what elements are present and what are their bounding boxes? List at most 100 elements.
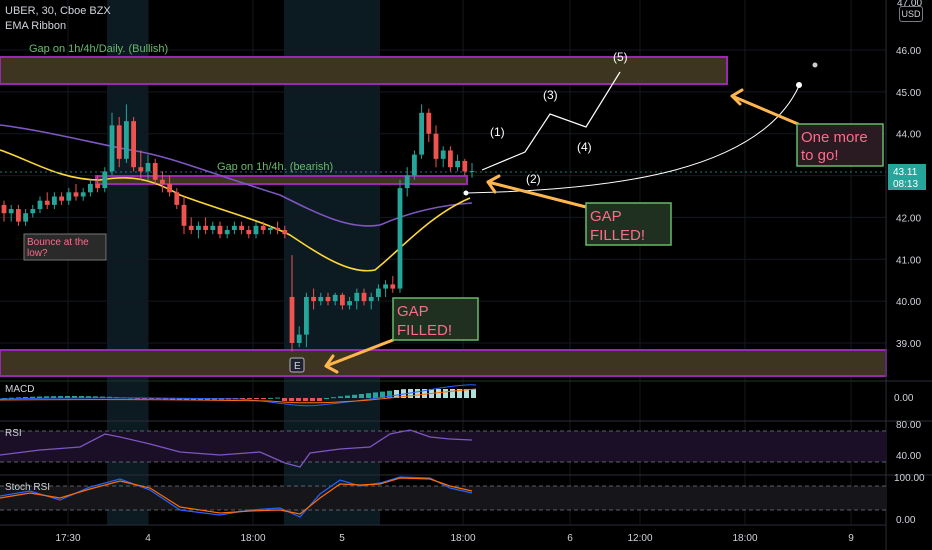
gap-filled-upper-line2: FILLED! — [590, 227, 645, 244]
macd-bar — [72, 396, 77, 398]
rsi-band — [0, 431, 886, 462]
candle-body — [253, 225, 259, 235]
candles — [1, 104, 475, 352]
time-label: 6 — [567, 533, 573, 544]
macd-bar — [9, 397, 14, 399]
candle-body — [224, 229, 230, 235]
candle-body — [239, 225, 244, 230]
time-axis[interactable]: 17:30 4 18:00 5 18:00 6 12:00 18:00 9 — [55, 533, 854, 544]
macd-bar — [51, 396, 56, 398]
macd-bar — [275, 397, 280, 399]
candle-body — [217, 225, 223, 235]
symbol-header[interactable]: UBER, 30, Cboe BZX — [5, 5, 111, 17]
candle-body — [23, 213, 28, 222]
one-more-line1: One more — [801, 129, 868, 146]
candle-body — [8, 209, 14, 214]
candle-body — [66, 192, 72, 201]
current-price-value: 43.11 — [893, 167, 918, 178]
rsi-line — [0, 429, 473, 468]
gap-box-bullish[interactable] — [0, 56, 728, 85]
marker-dot — [812, 62, 818, 68]
candle-body — [1, 204, 7, 214]
wave-label-3: (3) — [543, 88, 558, 102]
candle-body — [59, 196, 64, 201]
candle-body — [109, 125, 115, 172]
price-label: 41.00 — [896, 255, 921, 266]
one-more-box[interactable] — [796, 123, 884, 167]
earnings-marker-label: E — [294, 361, 301, 372]
price-label: 46.00 — [896, 46, 921, 57]
candle-body — [268, 227, 273, 230]
candle-body — [412, 154, 417, 176]
macd-bar — [422, 389, 427, 398]
macd-bar — [184, 398, 189, 400]
wave-label-2: (2) — [526, 172, 541, 186]
candle-body — [188, 225, 194, 230]
time-label: 4 — [145, 533, 151, 544]
candle-body — [160, 179, 165, 184]
candle-body — [246, 229, 252, 235]
macd-bar — [310, 398, 315, 401]
gap-filled-lower-box[interactable] — [392, 297, 479, 341]
indicator-label[interactable]: EMA Ribbon — [5, 20, 67, 32]
macd-bar — [450, 389, 455, 398]
wave-label-5: (5) — [613, 50, 628, 64]
macd-bar — [303, 398, 308, 401]
macd-bar — [317, 398, 322, 401]
macd-bar — [268, 397, 273, 399]
stoch-band — [0, 486, 886, 510]
candle-body — [289, 296, 295, 343]
candle-body — [145, 163, 151, 172]
candle-body — [404, 175, 410, 189]
candle-body — [80, 192, 86, 197]
time-label: 18:00 — [732, 533, 757, 544]
ema-fast-line — [0, 149, 471, 272]
candle-body — [455, 160, 460, 168]
candle-body — [16, 209, 21, 222]
candle-body — [52, 196, 57, 205]
candle-body — [102, 171, 108, 189]
one-more-line2: to go! — [801, 147, 839, 164]
candle-body — [368, 296, 374, 302]
macd-bar — [387, 390, 392, 398]
currency-badge[interactable]: USD — [899, 6, 923, 22]
candle-body — [462, 160, 468, 172]
gap-filled-lower-line1: GAP — [397, 303, 429, 320]
price-label: 44.00 — [896, 130, 921, 141]
time-label: 9 — [848, 533, 854, 544]
gap-bearish-label: Gap on 1h/4h. (bearish) — [217, 161, 333, 173]
macd-bar — [247, 398, 252, 399]
macd-bar — [86, 396, 91, 398]
macd-bar — [37, 396, 42, 398]
macd-bar — [394, 390, 399, 398]
candle-body — [440, 150, 446, 159]
macd-signal-line — [0, 388, 477, 404]
candle-body — [340, 294, 345, 306]
macd-bar — [261, 398, 266, 399]
current-price-tag[interactable] — [888, 164, 926, 190]
macd-bar — [282, 398, 287, 401]
stoch-d-line — [0, 477, 473, 515]
macd-bar — [254, 398, 259, 399]
bounce-note-box[interactable] — [23, 233, 107, 261]
macd-bar — [16, 397, 21, 399]
macd-bar — [324, 398, 329, 399]
macd-bar — [373, 392, 378, 398]
gap-filled-upper-line1: GAP — [590, 208, 622, 225]
gap-filled-upper-box[interactable] — [585, 202, 672, 246]
gap-bullish-label: Gap on 1h/4h/Daily. (Bullish) — [29, 43, 168, 55]
candle-body — [116, 125, 122, 159]
orange-arrows — [324, 88, 800, 374]
rsi-axis-80: 80.00 — [896, 420, 921, 431]
macd-line — [0, 384, 477, 407]
time-label: 5 — [339, 533, 345, 544]
candle-body — [433, 133, 439, 159]
candle-body — [196, 225, 201, 230]
macd-bar — [352, 394, 357, 398]
candle-body — [397, 188, 403, 289]
earnings-marker[interactable] — [289, 357, 305, 373]
candle-body — [138, 167, 144, 172]
gap-box-lower[interactable] — [0, 349, 887, 377]
